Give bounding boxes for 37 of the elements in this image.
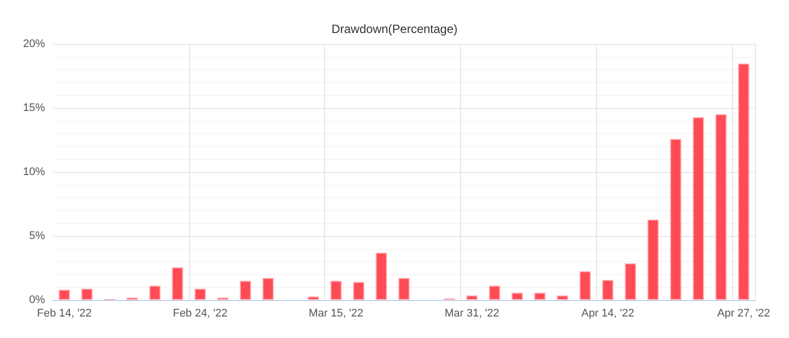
bar	[602, 280, 614, 300]
chart-title: Drawdown(Percentage)	[331, 22, 458, 36]
bar	[512, 292, 523, 300]
bar	[647, 219, 659, 300]
bar	[58, 290, 70, 300]
bar	[580, 271, 591, 300]
bar	[534, 292, 546, 300]
bar	[556, 295, 568, 300]
bar	[670, 138, 682, 300]
bar	[353, 282, 364, 300]
x-tick-label: Apr 27, '22	[717, 308, 770, 320]
y-tick-label: 10%	[22, 166, 46, 178]
bar	[715, 114, 727, 300]
bar	[330, 280, 342, 300]
bar	[398, 278, 410, 300]
y-tick-label: 20%	[22, 38, 46, 50]
x-tick-label: Apr 14, '22	[581, 308, 634, 320]
y-tick-label: 0%	[29, 294, 46, 306]
bar	[240, 280, 252, 300]
bar	[692, 117, 704, 300]
bar	[466, 295, 478, 300]
bar	[262, 278, 274, 300]
bar	[172, 267, 184, 300]
bar	[149, 286, 161, 300]
x-tick-label: Feb 24, '22	[172, 308, 228, 320]
bar	[624, 263, 636, 300]
x-tick-label: Mar 31, '22	[444, 308, 500, 320]
bar	[488, 286, 500, 300]
bar	[308, 296, 320, 300]
bar	[194, 288, 206, 300]
bar	[81, 288, 93, 300]
y-tick-label: 5%	[29, 230, 46, 242]
bar	[376, 252, 388, 300]
bar	[738, 63, 750, 300]
x-tick-label: Feb 14, '22	[36, 308, 92, 320]
x-tick-label: Mar 15, '22	[308, 308, 364, 320]
y-tick-label: 15%	[22, 102, 46, 114]
